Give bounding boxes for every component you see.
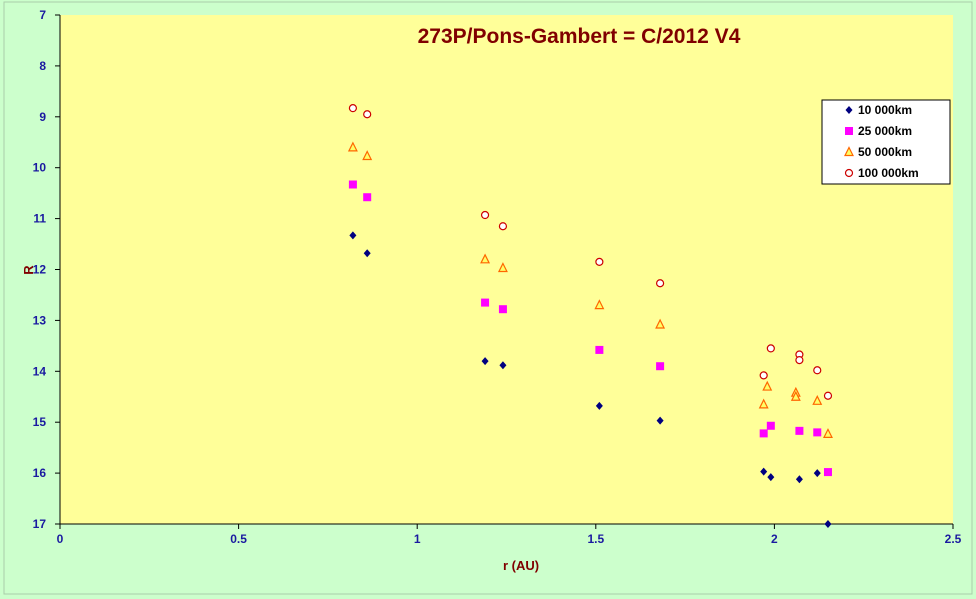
data-point-square <box>498 305 507 314</box>
data-point-circle <box>595 257 604 266</box>
data-point-circle <box>348 104 358 113</box>
legend-marker-circle <box>844 168 854 178</box>
x-tick-label: 1 <box>414 532 421 546</box>
y-tick-label: 12 <box>33 263 47 277</box>
legend-entry-label: 100 000km <box>858 166 919 180</box>
y-tick-label: 7 <box>39 8 46 22</box>
x-axis-title: r (AU) <box>503 558 539 573</box>
data-point-diamond <box>499 361 507 370</box>
data-point-triangle <box>497 262 508 273</box>
legend-entry-label: 25 000km <box>858 124 912 138</box>
legend-marker-triangle <box>844 146 854 157</box>
data-point-triangle <box>762 380 773 391</box>
data-point-circle <box>655 279 665 288</box>
data-point-triangle <box>347 141 358 152</box>
legend-marker-square <box>845 127 853 135</box>
data-point-diamond <box>767 473 775 482</box>
y-tick-label: 17 <box>33 517 47 531</box>
series-diamond <box>349 231 832 528</box>
legend-box <box>821 99 951 185</box>
data-point-diamond <box>481 357 489 366</box>
data-point-diamond <box>349 231 357 240</box>
data-point-square <box>766 421 775 430</box>
data-point-diamond <box>795 475 803 484</box>
legend-entry-label: 10 000km <box>858 103 912 117</box>
x-tick-label: 0 <box>57 532 64 546</box>
y-tick-label: 14 <box>33 364 47 378</box>
data-point-square <box>823 468 832 477</box>
data-point-circle <box>823 391 833 400</box>
data-point-triangle <box>480 253 491 264</box>
x-tick-label: 0.5 <box>230 532 247 546</box>
legend: 10 000km 25 000km 50 000km 100 000km <box>821 99 951 185</box>
y-tick-label: 13 <box>33 313 47 327</box>
legend-entry-label: 50 000km <box>858 145 912 159</box>
series-circle <box>348 104 833 400</box>
x-tick-label: 2.5 <box>945 532 962 546</box>
data-point-circle <box>813 366 822 375</box>
data-point-circle <box>795 356 804 365</box>
data-point-square <box>348 180 357 189</box>
x-tick-label: 1.5 <box>587 532 604 546</box>
data-point-diamond <box>363 249 371 258</box>
y-tick-label: 16 <box>33 466 47 480</box>
y-tick-label: 11 <box>33 212 46 226</box>
data-point-circle <box>759 371 768 380</box>
x-tick-label: 2 <box>771 532 778 546</box>
data-point-triangle <box>823 428 833 439</box>
data-point-square <box>481 298 490 307</box>
data-point-triangle <box>362 150 373 161</box>
data-point-circle <box>363 110 372 119</box>
data-point-square <box>795 426 804 435</box>
data-point-square <box>656 362 665 371</box>
y-axis-title: R <box>21 265 36 275</box>
data-point-square <box>759 429 768 438</box>
data-point-circle <box>498 222 508 231</box>
data-point-diamond <box>813 469 821 478</box>
data-point-square <box>363 193 372 202</box>
data-point-circle <box>480 210 490 220</box>
data-marks <box>347 104 833 528</box>
data-point-diamond <box>595 401 603 410</box>
chart-title: 273P/Pons-Gambert = C/2012 V4 <box>418 25 741 48</box>
data-point-triangle <box>594 299 605 310</box>
data-point-triangle <box>812 394 823 405</box>
legend-marker-diamond <box>845 106 853 114</box>
data-point-triangle <box>758 398 769 409</box>
data-point-triangle <box>655 318 666 329</box>
data-point-circle <box>766 344 775 353</box>
data-point-triangle <box>790 390 801 401</box>
axes: 7 8 9 10 11 12 13 14 15 16 17 0 0.5 1 1.5 2 2.5 <box>33 8 962 546</box>
y-tick-label: 15 <box>33 415 47 429</box>
series-square <box>348 180 832 477</box>
data-point-square <box>595 345 604 354</box>
data-point-diamond <box>760 467 768 476</box>
y-tick-label: 10 <box>33 161 47 175</box>
data-point-diamond <box>824 520 832 528</box>
series-triangle <box>347 141 833 439</box>
y-tick-label: 9 <box>39 110 46 124</box>
data-point-square <box>813 428 822 437</box>
y-tick-label: 8 <box>39 59 46 73</box>
data-point-diamond <box>656 416 664 425</box>
